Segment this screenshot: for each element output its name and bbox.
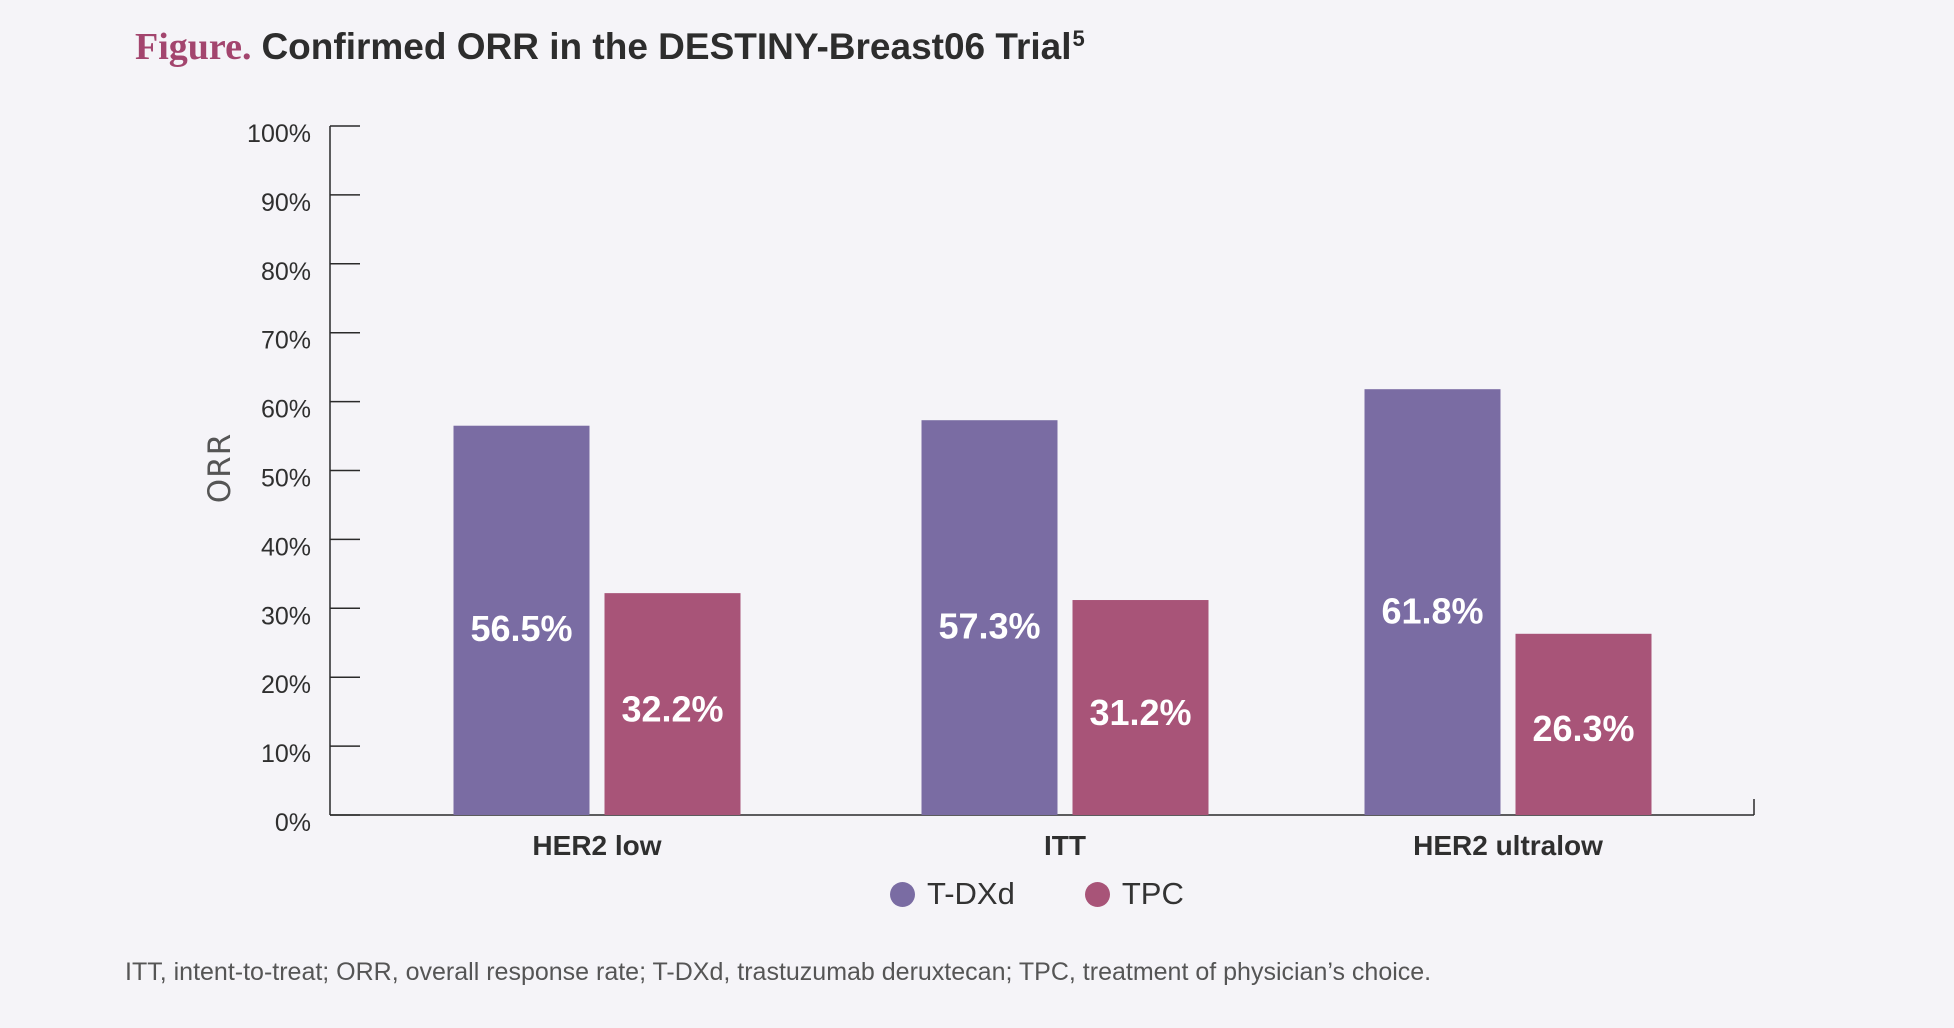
y-tick-label: 40% [261, 533, 311, 561]
bar-tdxd-itt [921, 420, 1058, 815]
data-label-tdxd-itt: 57.3% [938, 605, 1040, 646]
figure-title-superscript: 5 [1072, 25, 1085, 51]
y-tick-label: 0% [275, 809, 311, 837]
data-label-tpc-her2-ultralow: 26.3% [1532, 708, 1634, 749]
chart-bars [453, 389, 1652, 815]
bar-tpc-her2-low [604, 593, 741, 815]
bar-tpc-itt [1072, 600, 1209, 815]
bar-tdxd-her2-low [453, 425, 590, 815]
y-tick-label: 90% [261, 189, 311, 217]
x-category-label: HER2 low [532, 830, 661, 861]
data-label-tdxd-her2-low: 56.5% [470, 608, 572, 649]
legend-label-tdxd: T-DXd [927, 876, 1015, 911]
figure-footnote: ITT, intent-to-treat; ORR, overall respo… [125, 958, 1432, 986]
bar-chart: ORR 0% 10% 20% 30% 40% 50% 60% 70% 80% 90% 100% 56… [202, 120, 1755, 861]
y-tick-label: 20% [261, 671, 311, 699]
legend-swatch-tdxd [890, 881, 915, 907]
y-tick-label: 80% [261, 258, 311, 286]
y-tick-label: 100% [247, 120, 311, 148]
bar-tpc-her2-ultralow [1515, 633, 1652, 815]
y-axis-title: ORR [202, 433, 238, 503]
bar-tdxd-her2-ultralow [1364, 389, 1501, 815]
chart-legend: T-DXd TPC [890, 876, 1184, 912]
figure-title-text: Confirmed ORR in the DESTINY-Breast06 Tr… [261, 26, 1072, 67]
y-tick-label: 50% [261, 465, 311, 493]
legend-item-tdxd: T-DXd [890, 876, 1015, 912]
chart-labels: 56.5% 32.2% HER2 low 57.3% 31.2% ITT 61.8% 26.3… [470, 591, 1634, 861]
y-tick-label: 10% [261, 740, 311, 768]
legend-swatch-tpc [1084, 881, 1110, 907]
y-axis-ticks: 0% 10% 20% 30% 40% 50% 60% 70% 80% 90% 100% [247, 120, 360, 837]
legend-item-tpc: TPC [1084, 876, 1184, 912]
data-label-tpc-her2-low: 32.2% [621, 689, 723, 730]
legend-label-tpc: TPC [1121, 876, 1184, 911]
figure-prefix: Figure. [135, 26, 252, 68]
x-category-label: ITT [1044, 830, 1086, 861]
figure-title: Figure. Confirmed ORR in the DESTINY-Brea… [135, 25, 1085, 69]
y-tick-label: 30% [261, 602, 311, 630]
y-tick-label: 70% [261, 327, 311, 355]
y-tick-label: 60% [261, 396, 311, 424]
data-label-tdxd-her2-ultralow: 61.8% [1381, 591, 1483, 632]
x-category-label: HER2 ultralow [1413, 830, 1603, 861]
data-label-tpc-itt: 31.2% [1089, 692, 1191, 733]
